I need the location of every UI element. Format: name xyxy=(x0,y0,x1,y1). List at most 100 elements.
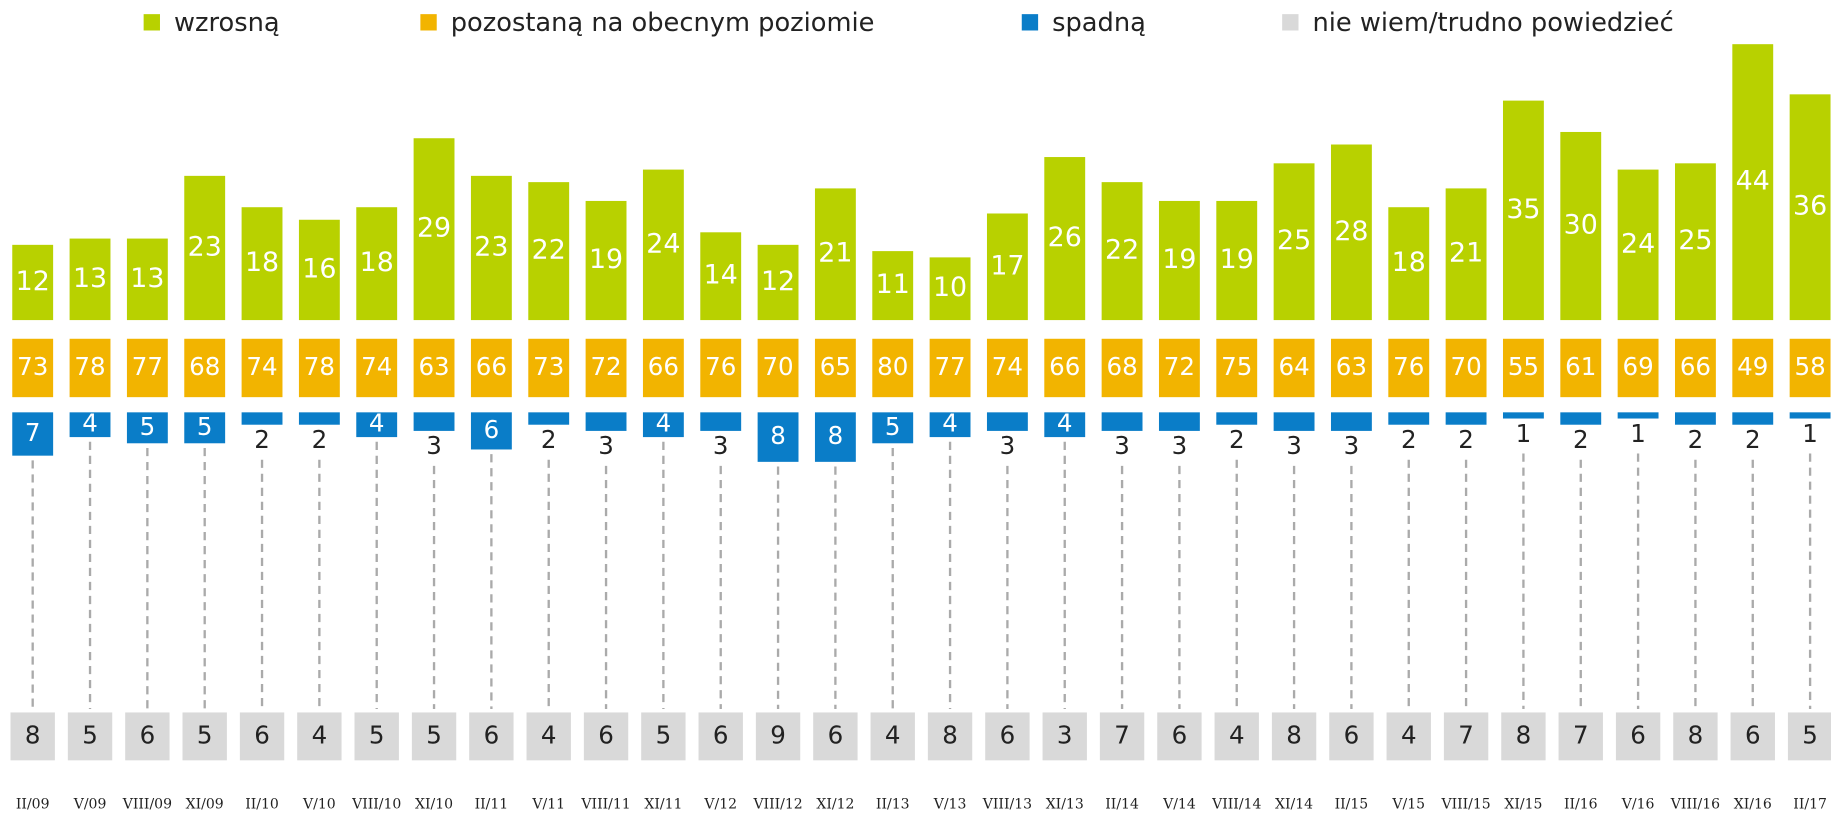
box-unknown xyxy=(125,712,170,761)
box-same xyxy=(1445,338,1487,398)
value-label: 12 xyxy=(761,266,795,297)
box-same xyxy=(1216,338,1258,398)
bar-down xyxy=(69,412,111,438)
box-same xyxy=(986,338,1028,398)
box-same xyxy=(642,338,684,398)
box-unknown xyxy=(297,712,342,761)
bar-down xyxy=(126,412,168,444)
value-label: 6 xyxy=(254,720,270,749)
box-same xyxy=(700,338,742,398)
box-same xyxy=(1732,338,1774,398)
box-same xyxy=(69,338,111,398)
value-label: 8 xyxy=(25,720,41,749)
box-same xyxy=(1330,338,1372,398)
bar-up xyxy=(413,138,455,321)
x-tick-label: XI/15 xyxy=(1504,797,1542,813)
x-tick-label: VIII/09 xyxy=(122,797,172,813)
value-label: 14 xyxy=(704,260,738,291)
bar-up xyxy=(528,182,570,321)
value-label: 78 xyxy=(74,352,105,381)
box-unknown xyxy=(354,712,399,761)
box-same xyxy=(1674,338,1716,398)
value-label: 61 xyxy=(1565,352,1596,381)
bar-down xyxy=(1674,412,1716,425)
bar-up xyxy=(986,213,1028,321)
value-label: 74 xyxy=(361,352,392,381)
value-label: 77 xyxy=(132,352,163,381)
value-label: 4 xyxy=(312,720,328,749)
x-tick-label: II/10 xyxy=(245,797,279,813)
value-label: 10 xyxy=(933,272,967,303)
bar-up xyxy=(814,188,856,321)
box-unknown xyxy=(239,712,285,761)
value-label: 5 xyxy=(82,720,98,749)
bar-down xyxy=(929,412,971,438)
value-label: 2 xyxy=(1688,425,1704,454)
bar-up xyxy=(929,257,971,321)
box-unknown xyxy=(1787,712,1831,761)
value-label: 8 xyxy=(1516,720,1532,749)
value-label: 75 xyxy=(1221,352,1252,381)
value-label: 3 xyxy=(713,431,729,460)
bar-up xyxy=(1560,131,1602,321)
bar-down xyxy=(1617,412,1659,419)
value-label: 80 xyxy=(877,352,908,381)
bar-down xyxy=(12,412,54,456)
bar-up xyxy=(1789,94,1831,321)
bar-up xyxy=(356,207,398,321)
value-label: 2 xyxy=(312,425,328,454)
value-label: 18 xyxy=(245,247,279,278)
value-label: 13 xyxy=(130,263,164,294)
value-label: 11 xyxy=(876,269,910,300)
box-same xyxy=(1560,338,1602,398)
bar-up xyxy=(1216,200,1258,321)
box-same xyxy=(184,338,226,398)
x-tick-label: VIII/15 xyxy=(1440,797,1490,813)
value-label: 6 xyxy=(828,720,844,749)
bar-down xyxy=(700,412,742,431)
value-label: 3 xyxy=(1344,431,1360,460)
bar-down xyxy=(1158,412,1200,431)
box-unknown xyxy=(411,712,457,761)
bar-up xyxy=(184,175,226,321)
value-label: 6 xyxy=(713,720,729,749)
bar-down xyxy=(1560,412,1602,425)
x-tick-label: V/15 xyxy=(1391,797,1425,813)
box-same xyxy=(814,338,856,398)
bar-down xyxy=(1445,412,1487,425)
box-unknown xyxy=(1042,712,1087,761)
x-tick-label: II/13 xyxy=(876,797,910,813)
value-label: 7 xyxy=(25,418,41,447)
value-label: 17 xyxy=(990,250,1024,281)
x-tick-label: XI/14 xyxy=(1275,797,1313,813)
box-unknown xyxy=(10,712,55,761)
legend-label: spadną xyxy=(1052,8,1146,38)
value-label: 66 xyxy=(1049,352,1080,381)
box-unknown xyxy=(1099,712,1145,761)
bar-down xyxy=(1044,412,1086,438)
bar-up xyxy=(757,244,799,321)
value-label: 72 xyxy=(1164,352,1195,381)
box-unknown xyxy=(526,712,571,761)
x-tick-label: V/11 xyxy=(531,797,565,813)
value-label: 30 xyxy=(1564,210,1598,241)
value-label: 7 xyxy=(1458,720,1474,749)
value-label: 5 xyxy=(426,720,442,749)
value-label: 66 xyxy=(1680,352,1711,381)
value-label: 6 xyxy=(1344,720,1360,749)
bar-up xyxy=(470,175,512,321)
value-label: 3 xyxy=(1172,431,1188,460)
box-same xyxy=(1158,338,1200,398)
box-unknown xyxy=(1501,712,1546,761)
box-same xyxy=(528,338,570,398)
bar-up xyxy=(1445,188,1487,321)
value-label: 2 xyxy=(1745,425,1761,454)
legend-swatch xyxy=(420,14,437,31)
value-label: 5 xyxy=(1802,720,1818,749)
x-tick-label: II/11 xyxy=(475,797,509,813)
x-tick-label: VIII/12 xyxy=(752,797,802,813)
value-label: 8 xyxy=(1688,720,1704,749)
value-label: 28 xyxy=(1334,216,1368,247)
value-label: 3 xyxy=(1286,431,1302,460)
value-label: 78 xyxy=(304,352,335,381)
